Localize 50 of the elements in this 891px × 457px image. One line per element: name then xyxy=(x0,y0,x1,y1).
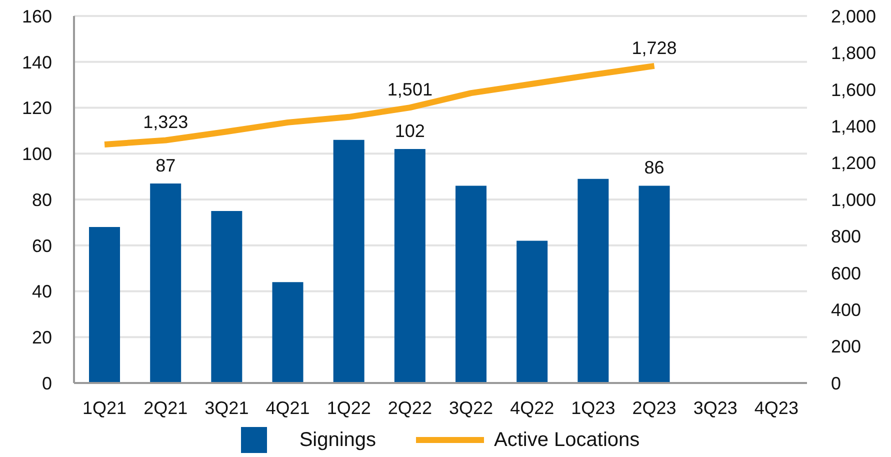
y2-tick-label: 0 xyxy=(831,373,842,394)
y-tick-label: 40 xyxy=(32,282,52,302)
bar xyxy=(211,210,242,383)
x-tick-label: 4Q23 xyxy=(754,398,798,418)
x-tick-label: 1Q22 xyxy=(326,398,371,418)
legend-label: Active Locations xyxy=(494,428,640,452)
y-tick-label: 120 xyxy=(22,98,52,118)
y2-tick-label: 1,200 xyxy=(831,153,876,174)
x-tick-label: 4Q22 xyxy=(510,398,554,418)
y-tick-label: 20 xyxy=(32,328,52,348)
y2-tick-label: 1,600 xyxy=(831,80,876,100)
y-tick-label: 100 xyxy=(22,144,52,164)
y2-tick-label: 1,400 xyxy=(831,116,876,136)
bar xyxy=(638,186,670,383)
data-label: 87 xyxy=(156,155,176,176)
bar xyxy=(578,178,609,383)
y-tick-label: 0 xyxy=(42,373,52,394)
y2-tick-label: 600 xyxy=(831,263,862,284)
data-label: 1,728 xyxy=(632,38,677,58)
y-tick-label: 60 xyxy=(32,236,52,256)
y2-tick-label: 1,000 xyxy=(831,190,876,210)
x-tick-label: 2Q21 xyxy=(144,398,188,418)
y-tick-label: 140 xyxy=(22,52,52,72)
x-tick-label: 2Q22 xyxy=(388,398,432,418)
x-tick-label: 4Q21 xyxy=(266,398,310,418)
data-label: 1,323 xyxy=(143,112,188,132)
bar xyxy=(456,186,486,383)
y2-tick-label: 1,800 xyxy=(831,43,876,64)
y2-tick-label: 2,000 xyxy=(831,6,876,26)
data-label: 86 xyxy=(644,158,664,178)
bar xyxy=(272,282,304,383)
bar xyxy=(150,183,182,383)
x-tick-label: 3Q21 xyxy=(204,398,249,418)
y-tick-label: 80 xyxy=(32,190,52,210)
x-tick-label: 1Q21 xyxy=(82,398,127,418)
bar xyxy=(394,149,426,383)
x-tick-label: 3Q23 xyxy=(693,398,738,418)
y2-tick-label: 200 xyxy=(831,336,862,357)
bar xyxy=(89,227,120,383)
x-tick-label: 2Q23 xyxy=(632,398,676,418)
x-tick-label: 3Q22 xyxy=(449,398,494,418)
y-tick-label: 160 xyxy=(22,6,52,26)
data-label: 1,501 xyxy=(387,80,432,100)
bar xyxy=(516,240,548,383)
bar xyxy=(333,140,364,383)
x-tick-label: 1Q23 xyxy=(571,398,616,418)
data-label: 102 xyxy=(394,121,425,142)
legend-label: Signings xyxy=(299,428,376,452)
y2-tick-label: 800 xyxy=(831,226,862,247)
y2-tick-label: 400 xyxy=(831,300,862,320)
